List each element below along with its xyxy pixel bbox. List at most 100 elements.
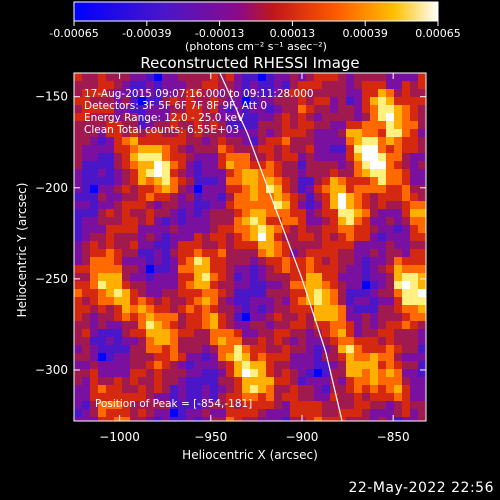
heatmap-cell: [322, 321, 330, 329]
heatmap-cell: [354, 337, 362, 345]
heatmap-cell: [386, 329, 394, 337]
heatmap-cell: [194, 241, 202, 249]
heatmap-cell: [138, 401, 146, 409]
heatmap-cell: [298, 345, 306, 353]
heatmap-cell: [386, 305, 394, 313]
heatmap-cell: [138, 209, 146, 217]
heatmap-cell: [306, 217, 314, 225]
heatmap-cell: [226, 249, 234, 257]
heatmap-cell: [146, 353, 154, 361]
heatmap-cell: [114, 337, 122, 345]
heatmap-cell: [194, 81, 202, 89]
heatmap-cell: [130, 257, 138, 265]
heatmap-cell: [338, 257, 346, 265]
heatmap-cell: [410, 401, 418, 409]
heatmap-cell: [234, 353, 242, 361]
heatmap-cell: [362, 377, 370, 385]
heatmap-cell: [106, 81, 114, 89]
heatmap-cell: [210, 401, 218, 409]
heatmap-cell: [402, 321, 410, 329]
heatmap-cell: [162, 313, 170, 321]
heatmap-cell: [266, 321, 274, 329]
heatmap-cell: [298, 209, 306, 217]
heatmap-cell: [178, 241, 186, 249]
heatmap-cell: [362, 321, 370, 329]
heatmap-cell: [322, 113, 330, 121]
heatmap-cell: [154, 393, 162, 401]
heatmap-cell: [354, 137, 362, 145]
heatmap-cell: [362, 281, 370, 289]
heatmap-cell: [106, 249, 114, 257]
heatmap-cell: [338, 273, 346, 281]
heatmap-cell: [394, 337, 402, 345]
heatmap-cell: [186, 177, 194, 185]
heatmap-cell: [330, 257, 338, 265]
heatmap-cell: [314, 257, 322, 265]
heatmap-cell: [82, 401, 90, 409]
heatmap-cell: [186, 145, 194, 153]
heatmap-cell: [234, 377, 242, 385]
heatmap-cell: [218, 249, 226, 257]
heatmap-cell: [338, 121, 346, 129]
heatmap-cell: [258, 409, 266, 417]
heatmap-cell: [154, 73, 162, 81]
heatmap-cell: [74, 169, 82, 177]
heatmap-cell: [146, 321, 154, 329]
heatmap-cell: [234, 297, 242, 305]
heatmap-cell: [354, 113, 362, 121]
heatmap-cell: [98, 225, 106, 233]
heatmap-cell: [138, 377, 146, 385]
heatmap-cell: [386, 273, 394, 281]
heatmap-cell: [266, 249, 274, 257]
heatmap-cell: [370, 393, 378, 401]
heatmap-cell: [106, 377, 114, 385]
heatmap-cell: [306, 153, 314, 161]
heatmap-cell: [130, 89, 138, 97]
heatmap-cell: [386, 113, 394, 121]
heatmap-cell: [130, 417, 138, 421]
heatmap-cell: [82, 345, 90, 353]
heatmap-cell: [218, 321, 226, 329]
heatmap-cell: [186, 329, 194, 337]
heatmap-cell: [74, 105, 82, 113]
heatmap-cell: [322, 361, 330, 369]
heatmap-cell: [226, 129, 234, 137]
heatmap-cell: [210, 137, 218, 145]
heatmap-cell: [394, 377, 402, 385]
heatmap-cell: [162, 153, 170, 161]
info-energy: Energy Range: 12.0 - 25.0 keV: [84, 112, 245, 124]
heatmap-cell: [258, 313, 266, 321]
heatmap-cell: [82, 177, 90, 185]
heatmap-cell: [98, 329, 106, 337]
heatmap-cell: [154, 377, 162, 385]
heatmap-cell: [386, 337, 394, 345]
heatmap-cell: [178, 417, 186, 421]
heatmap-cell: [178, 393, 186, 401]
heatmap-cell: [74, 385, 82, 393]
heatmap-cell: [226, 225, 234, 233]
heatmap-cell: [394, 73, 402, 81]
heatmap-cell: [282, 97, 290, 105]
heatmap-cell: [378, 409, 386, 417]
heatmap-cell: [210, 97, 218, 105]
heatmap-cell: [378, 417, 386, 421]
heatmap-cell: [210, 105, 218, 113]
heatmap-cell: [74, 313, 82, 321]
heatmap-cell: [314, 129, 322, 137]
heatmap-cell: [394, 201, 402, 209]
heatmap-cell: [274, 113, 282, 121]
heatmap-cell: [378, 313, 386, 321]
heatmap-cell: [298, 377, 306, 385]
heatmap-cell: [138, 385, 146, 393]
heatmap-cell: [146, 409, 154, 417]
heatmap-cell: [218, 137, 226, 145]
heatmap-cell: [162, 297, 170, 305]
heatmap-cell: [194, 321, 202, 329]
heatmap-cell: [266, 169, 274, 177]
heatmap-cell: [258, 177, 266, 185]
heatmap-cell: [98, 377, 106, 385]
heatmap-cell: [386, 369, 394, 377]
heatmap-cell: [418, 217, 426, 225]
heatmap-cell: [338, 361, 346, 369]
heatmap-cell: [394, 113, 402, 121]
